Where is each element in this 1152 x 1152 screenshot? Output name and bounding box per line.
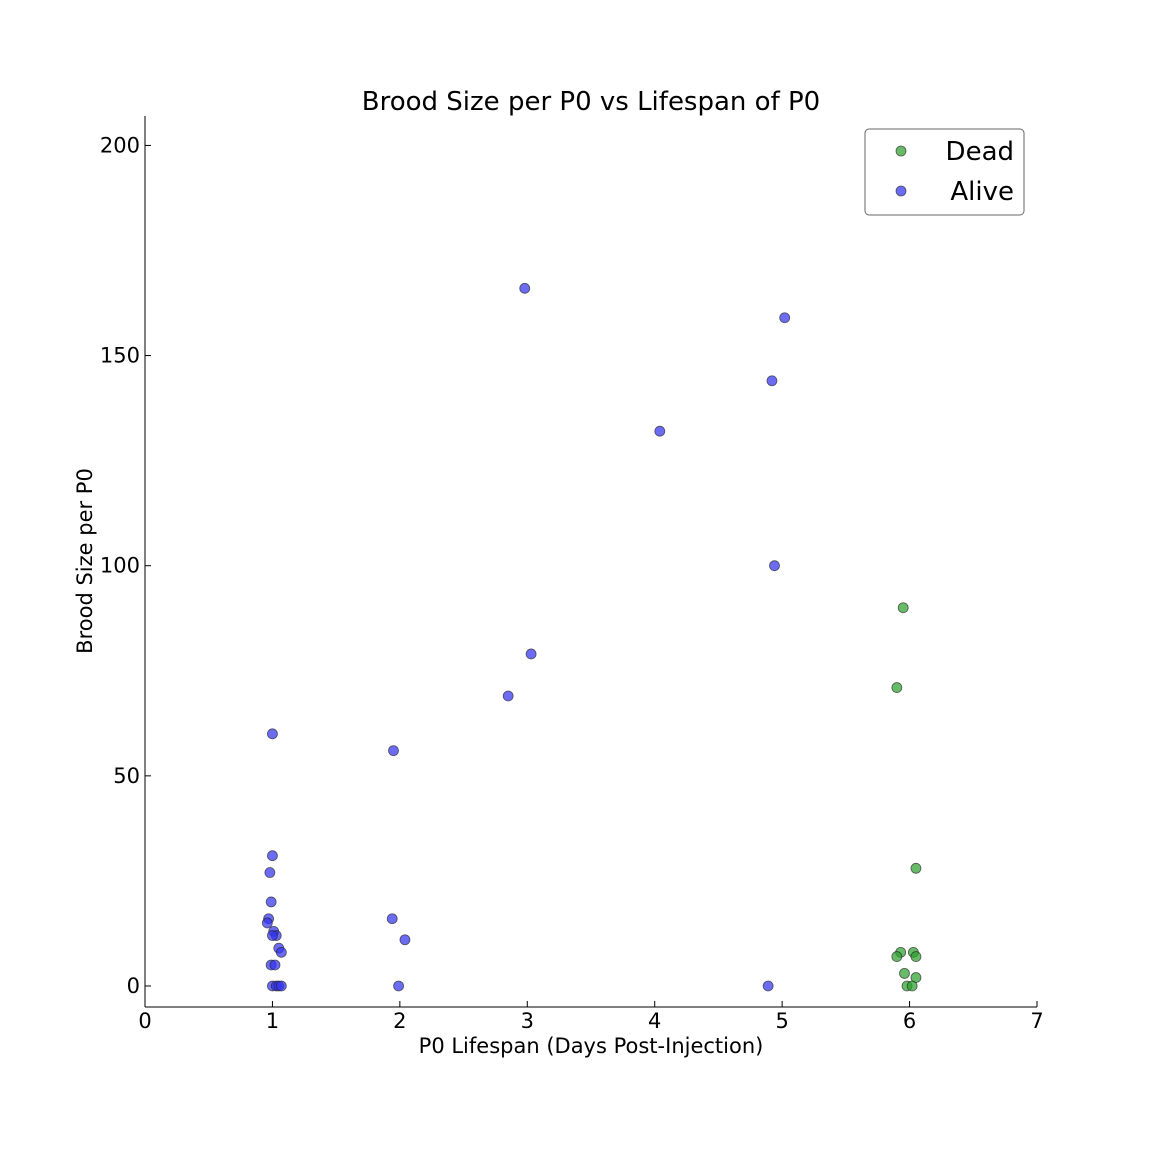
data-point — [910, 862, 922, 874]
y-tick-label: 200 — [100, 133, 140, 157]
chart-title: Brood Size per P0 vs Lifespan of P0 — [362, 87, 820, 117]
y-tick-label: 150 — [100, 344, 140, 368]
y-axis-label: Brood Size per P0 — [73, 468, 97, 654]
data-point — [388, 745, 399, 757]
data-point — [393, 980, 404, 992]
data-point — [399, 934, 411, 946]
data-point — [897, 602, 909, 614]
legend-label: Alive — [950, 177, 1014, 207]
legend-marker — [895, 145, 907, 157]
x-tick-label: 7 — [1030, 1009, 1043, 1033]
data-point — [267, 850, 278, 862]
data-point — [275, 946, 287, 958]
legend: Dead Alive — [864, 128, 1025, 216]
legend-label: Dead — [946, 137, 1014, 167]
data-point — [906, 980, 918, 992]
x-axis-label: P0 Lifespan (Days Post-Injection) — [419, 1034, 764, 1058]
data-point — [910, 951, 922, 962]
x-tick-label: 3 — [521, 1009, 534, 1033]
data-point — [386, 913, 398, 925]
data-point — [891, 951, 903, 962]
data-point — [654, 425, 666, 437]
y-tick-label: 100 — [100, 554, 140, 578]
data-point — [769, 560, 780, 572]
data-point — [762, 980, 774, 992]
data-points — [261, 282, 922, 992]
y-tick-label: 0 — [127, 974, 140, 998]
data-point — [275, 980, 287, 992]
data-point — [267, 930, 278, 941]
data-point — [264, 867, 276, 878]
x-tick-label: 1 — [266, 1009, 279, 1033]
data-point — [269, 959, 281, 971]
x-tick-label: 6 — [903, 1009, 916, 1033]
legend-marker — [895, 185, 907, 197]
data-point — [899, 967, 910, 979]
x-tick-label: 5 — [775, 1009, 788, 1033]
data-point — [766, 375, 778, 387]
axes: 0 1 2 3 4 5 6 7 0 50 100 150 200 — [100, 116, 1044, 1033]
data-point — [779, 312, 791, 324]
data-point — [265, 896, 277, 908]
data-point — [267, 728, 278, 740]
series-alive — [261, 282, 791, 992]
data-point — [525, 648, 537, 660]
data-point — [891, 682, 903, 693]
x-tick-label: 4 — [648, 1009, 661, 1033]
data-point — [502, 690, 514, 702]
y-tick-label: 50 — [113, 764, 140, 788]
data-point — [519, 282, 531, 294]
series-dead — [891, 602, 922, 992]
x-tick-label: 0 — [138, 1009, 151, 1033]
data-point — [261, 917, 273, 929]
x-tick-label: 2 — [393, 1009, 406, 1033]
